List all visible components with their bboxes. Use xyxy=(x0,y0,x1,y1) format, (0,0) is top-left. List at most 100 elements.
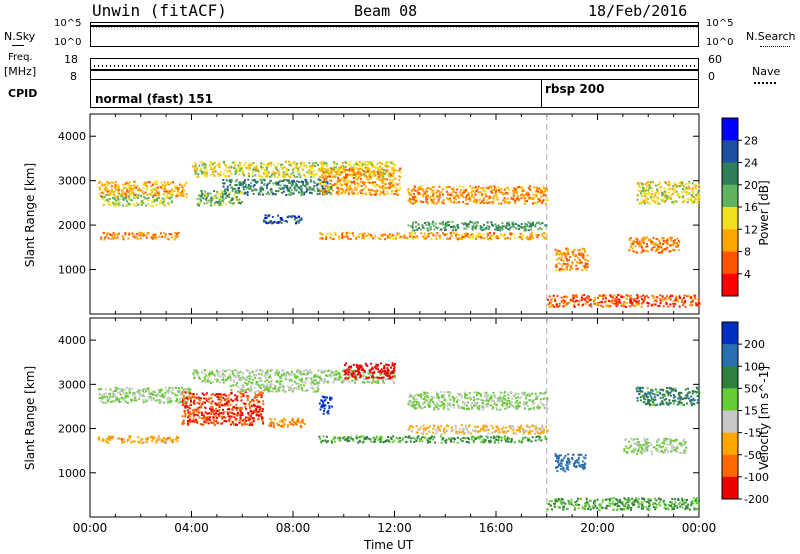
velocity-cell xyxy=(160,395,163,398)
power-cell xyxy=(252,162,255,165)
velocity-cell xyxy=(201,412,204,415)
power-cell xyxy=(343,183,346,186)
power-cell xyxy=(448,224,451,227)
velocity-cell xyxy=(209,408,211,411)
power-cell xyxy=(565,254,568,257)
power-cell xyxy=(514,202,517,205)
velocity-cell xyxy=(242,394,245,397)
power-cell xyxy=(385,169,388,172)
power-cell xyxy=(394,186,397,189)
power-cell xyxy=(451,229,454,232)
power-cell xyxy=(652,243,655,246)
power-cell xyxy=(436,232,439,235)
velocity-cell xyxy=(135,391,138,394)
power-cell xyxy=(581,255,584,258)
power-cell xyxy=(299,162,302,165)
velocity-cell xyxy=(158,391,161,394)
power-cell xyxy=(439,222,442,225)
power-cell xyxy=(659,298,662,301)
velocity-cell xyxy=(217,398,220,401)
power-cell xyxy=(492,202,495,205)
velocity-cell xyxy=(182,403,185,406)
power-cell xyxy=(543,232,546,235)
velocity-cell xyxy=(363,381,366,384)
power-cell xyxy=(522,193,525,196)
velocity-cell xyxy=(213,378,216,381)
velocity-cell xyxy=(203,397,206,400)
power-cell xyxy=(293,167,296,170)
power-cell xyxy=(194,172,197,175)
power-cell xyxy=(337,169,340,172)
nsearch-legend-line xyxy=(760,46,790,47)
power-cell xyxy=(437,200,440,203)
velocity-cell xyxy=(215,369,218,372)
power-cell xyxy=(636,251,638,254)
power-cell xyxy=(677,248,680,251)
power-cell xyxy=(371,165,374,168)
velocity-cell xyxy=(366,380,369,383)
velocity-cell xyxy=(236,407,239,409)
power-cell xyxy=(465,227,468,230)
power-cell xyxy=(241,169,244,171)
power-cell xyxy=(136,189,139,192)
power-cell xyxy=(99,188,101,191)
power-cell xyxy=(141,191,144,194)
power-cell xyxy=(633,298,636,300)
power-cell xyxy=(472,222,475,225)
velocity-cell xyxy=(201,371,204,374)
velocity-cell xyxy=(101,440,104,443)
power-cell xyxy=(263,183,266,186)
velocity-cell xyxy=(236,395,239,398)
velocity-cell xyxy=(256,406,259,409)
power-cell xyxy=(118,204,120,207)
velocity-cell xyxy=(266,371,269,374)
power-cell xyxy=(160,186,163,189)
power-cell xyxy=(217,201,220,203)
power-cell xyxy=(173,238,176,241)
velocity-cell xyxy=(196,414,199,417)
power-cell xyxy=(145,236,148,239)
velocity-cell xyxy=(112,395,115,398)
power-cell xyxy=(204,198,207,201)
velocity-cell xyxy=(242,385,245,388)
power-cell xyxy=(364,165,367,168)
velocity-cell xyxy=(194,421,197,424)
power-cell xyxy=(145,181,148,184)
velocity-cell xyxy=(105,437,108,440)
power-cell xyxy=(167,203,170,206)
power-cell xyxy=(362,182,365,184)
velocity-cell xyxy=(125,395,128,398)
velocity-cell xyxy=(234,398,237,401)
power-cell xyxy=(531,231,534,234)
velocity-cell xyxy=(341,379,344,382)
power-cell xyxy=(425,201,428,204)
velocity-cell xyxy=(171,441,174,444)
power-cell xyxy=(696,303,699,306)
power-cell xyxy=(432,192,435,194)
power-cell xyxy=(698,297,700,300)
velocity-cell xyxy=(157,435,160,438)
power-cell xyxy=(538,187,541,190)
velocity-cell xyxy=(237,386,240,389)
power-cell xyxy=(314,164,316,167)
power-cell xyxy=(619,301,622,304)
velocity-cell xyxy=(258,414,260,417)
velocity-cell xyxy=(118,391,121,394)
power-cell xyxy=(313,185,316,188)
power-cell xyxy=(656,202,659,205)
velocity-cell xyxy=(192,415,195,418)
velocity-cell xyxy=(252,410,255,413)
power-cell xyxy=(348,167,351,170)
power-cell xyxy=(226,194,228,197)
nave-label: Nave xyxy=(752,65,781,78)
power-cell xyxy=(185,196,188,199)
velocity-cell xyxy=(248,405,251,408)
velocity-cell xyxy=(186,405,189,408)
power-colorbar-tick-label: 4 xyxy=(744,268,751,281)
power-cell xyxy=(463,190,466,193)
power-cell xyxy=(380,191,383,194)
velocity-cell xyxy=(287,386,290,389)
power-cell xyxy=(427,186,430,189)
power-cell xyxy=(498,229,501,232)
power-cell xyxy=(566,302,569,305)
